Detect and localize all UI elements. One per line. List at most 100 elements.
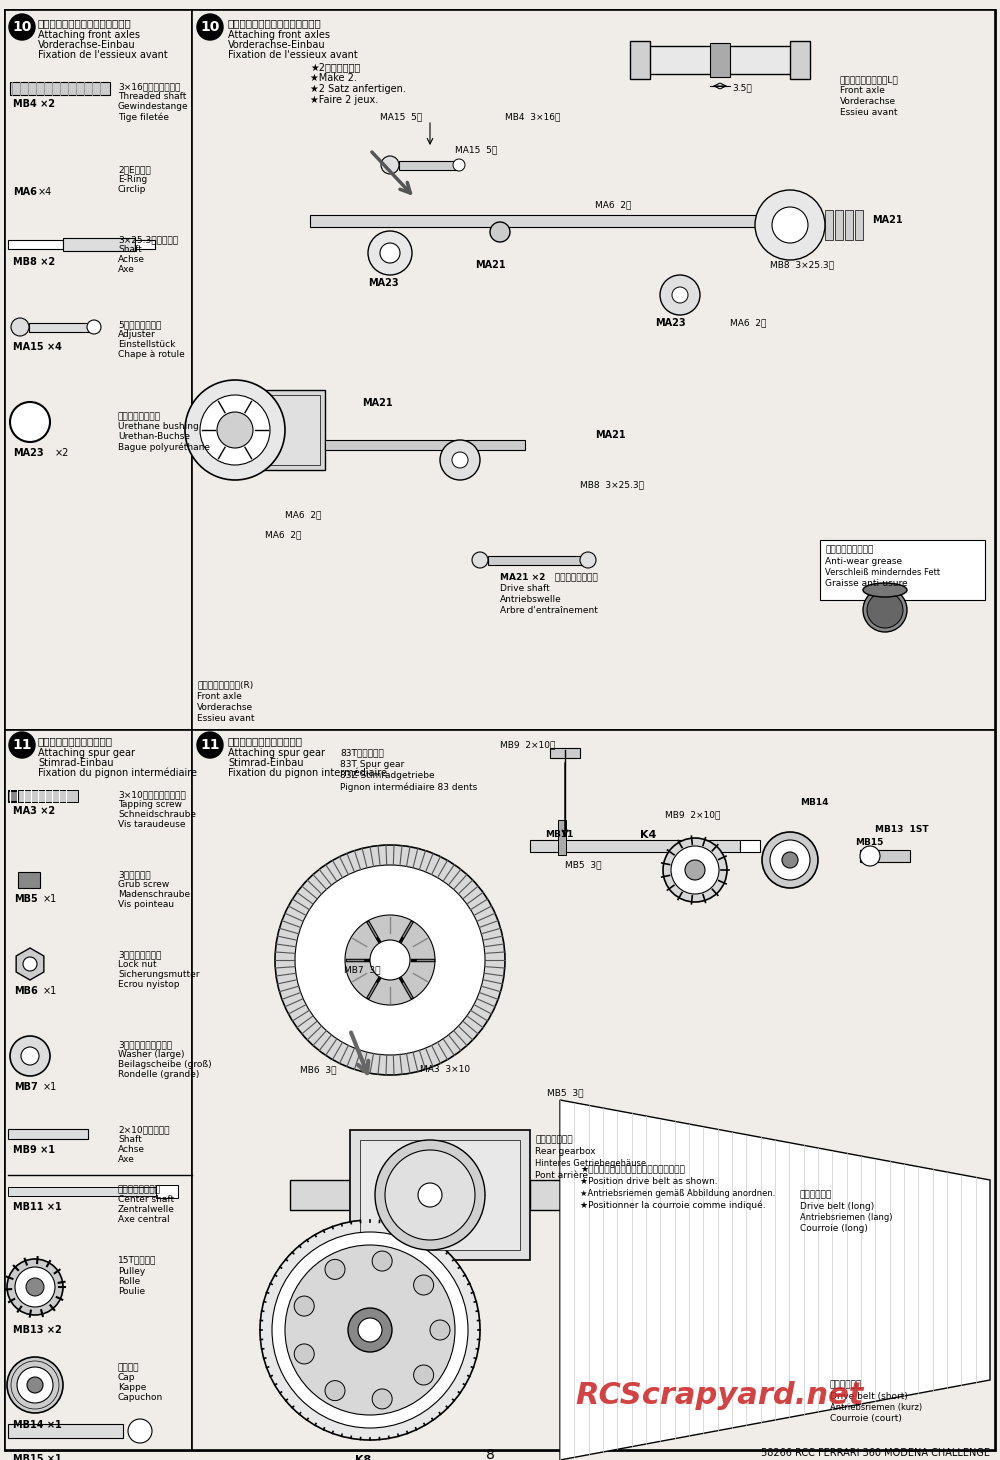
Circle shape xyxy=(385,1150,475,1240)
Text: Attaching front axles: Attaching front axles xyxy=(228,31,330,39)
Text: 11: 11 xyxy=(12,737,32,752)
Bar xyxy=(860,850,910,861)
Text: MB4 ×2: MB4 ×2 xyxy=(13,99,55,109)
Ellipse shape xyxy=(863,583,907,597)
Text: Washer (large): Washer (large) xyxy=(118,1050,184,1058)
Text: Antriebsriemen (lang): Antriebsriemen (lang) xyxy=(800,1213,893,1222)
Text: MA6  2㎜: MA6 2㎜ xyxy=(285,510,321,518)
Circle shape xyxy=(380,242,400,263)
Text: ★Position drive belt as shown.: ★Position drive belt as shown. xyxy=(580,1177,718,1186)
Text: キャップ: キャップ xyxy=(118,1364,140,1372)
Text: MB13 ×2: MB13 ×2 xyxy=(13,1326,62,1334)
Circle shape xyxy=(358,1318,382,1342)
Circle shape xyxy=(128,1419,152,1442)
Text: MB8  3×25.3㎜: MB8 3×25.3㎜ xyxy=(580,480,644,489)
Bar xyxy=(8,239,63,250)
Text: MB9  2×10㎜: MB9 2×10㎜ xyxy=(665,810,720,819)
Text: Stimrad-Einbau: Stimrad-Einbau xyxy=(228,758,304,768)
Text: 15Tプーリー: 15Tプーリー xyxy=(118,1256,156,1264)
Text: MB9  2×10㎜: MB9 2×10㎜ xyxy=(500,740,555,749)
Text: 58266 RCC FERRARI 360 MODENA CHALLENGE: 58266 RCC FERRARI 360 MODENA CHALLENGE xyxy=(761,1448,990,1459)
Text: ★2 Satz anfertigen.: ★2 Satz anfertigen. xyxy=(310,85,406,93)
Text: MA21: MA21 xyxy=(362,399,393,407)
Text: Capuchon: Capuchon xyxy=(118,1393,163,1402)
Text: MB14: MB14 xyxy=(800,799,828,807)
Text: Front axle: Front axle xyxy=(840,86,885,95)
Text: Pulley: Pulley xyxy=(118,1267,145,1276)
Circle shape xyxy=(762,832,818,888)
Text: Vorderachse-Einbau: Vorderachse-Einbau xyxy=(228,39,326,50)
Text: ★Faire 2 jeux.: ★Faire 2 jeux. xyxy=(310,95,378,105)
Text: K4: K4 xyxy=(640,829,656,840)
Text: Vis pointeau: Vis pointeau xyxy=(118,899,174,910)
Text: MB5: MB5 xyxy=(14,894,38,904)
Text: 3㎜イモネジ: 3㎜イモネジ xyxy=(118,870,151,879)
Circle shape xyxy=(197,15,223,39)
Bar xyxy=(310,215,790,226)
Circle shape xyxy=(372,1388,392,1409)
Text: Rolle: Rolle xyxy=(118,1278,140,1286)
Circle shape xyxy=(782,853,798,869)
Circle shape xyxy=(671,845,719,894)
Text: MA6  2㎜: MA6 2㎜ xyxy=(595,200,631,209)
Text: Axe central: Axe central xyxy=(118,1215,170,1223)
Bar xyxy=(645,47,795,74)
Text: Adjuster: Adjuster xyxy=(118,330,156,339)
Text: Rear gearbox: Rear gearbox xyxy=(535,1148,596,1156)
Bar xyxy=(325,439,525,450)
Text: ×2: ×2 xyxy=(55,448,69,458)
Text: Courroie (long): Courroie (long) xyxy=(800,1223,868,1234)
Bar xyxy=(8,1424,123,1438)
Circle shape xyxy=(10,402,50,442)
Bar xyxy=(29,323,94,331)
Text: Tapping screw: Tapping screw xyxy=(118,800,182,809)
Text: Urethan-Buchse: Urethan-Buchse xyxy=(118,432,190,441)
Text: Attaching spur gear: Attaching spur gear xyxy=(228,748,325,758)
Bar xyxy=(530,839,740,853)
Text: Threaded shaft: Threaded shaft xyxy=(118,92,186,101)
Text: Anti-wear grease: Anti-wear grease xyxy=(825,558,902,566)
Bar xyxy=(855,210,863,239)
Text: ×4: ×4 xyxy=(38,187,52,197)
Circle shape xyxy=(9,15,35,39)
Circle shape xyxy=(17,1367,53,1403)
Bar xyxy=(18,872,40,888)
Text: 《スパーギヤの取り付け》: 《スパーギヤの取り付け》 xyxy=(228,736,303,746)
Text: Axe: Axe xyxy=(118,1155,135,1164)
Text: Arbre d'entraînement: Arbre d'entraînement xyxy=(500,606,598,615)
Text: Chape à rotule: Chape à rotule xyxy=(118,350,185,359)
Text: Axe: Axe xyxy=(118,266,135,274)
Bar xyxy=(488,556,588,565)
Circle shape xyxy=(375,1140,485,1250)
Circle shape xyxy=(348,1308,392,1352)
Text: ★プーリーにベルトを取り付けて下さい。: ★プーリーにベルトを取り付けて下さい。 xyxy=(580,1165,685,1174)
Circle shape xyxy=(260,1221,480,1440)
Text: Drive belt (short): Drive belt (short) xyxy=(830,1391,908,1402)
Circle shape xyxy=(197,731,223,758)
Bar xyxy=(630,41,650,79)
Text: Antriebswelle: Antriebswelle xyxy=(500,596,562,604)
Text: MB5  3㎜: MB5 3㎜ xyxy=(565,860,602,869)
Circle shape xyxy=(685,860,705,880)
Bar xyxy=(8,791,18,802)
Text: 5㎜アジャスター: 5㎜アジャスター xyxy=(118,320,161,328)
Text: Grub screw: Grub screw xyxy=(118,880,169,889)
Text: MA6: MA6 xyxy=(13,187,37,197)
Text: Achse: Achse xyxy=(118,1145,145,1153)
Bar xyxy=(135,239,155,250)
Text: Drive belt (long): Drive belt (long) xyxy=(800,1202,874,1210)
Bar xyxy=(8,1129,88,1139)
Circle shape xyxy=(370,940,410,980)
Text: ウレタンブッシュ: ウレタンブッシュ xyxy=(118,412,161,420)
Circle shape xyxy=(453,159,465,171)
Text: MA15  5㎜: MA15 5㎜ xyxy=(455,145,497,153)
Text: Zentralwelle: Zentralwelle xyxy=(118,1204,175,1215)
Text: ×1: ×1 xyxy=(43,1082,57,1092)
Circle shape xyxy=(368,231,412,274)
Text: MB6  3㎜: MB6 3㎜ xyxy=(300,1064,336,1075)
Circle shape xyxy=(217,412,253,448)
Circle shape xyxy=(663,838,727,902)
Text: MA6  2㎜: MA6 2㎜ xyxy=(265,530,301,539)
Circle shape xyxy=(440,439,480,480)
Bar xyxy=(530,1180,580,1210)
